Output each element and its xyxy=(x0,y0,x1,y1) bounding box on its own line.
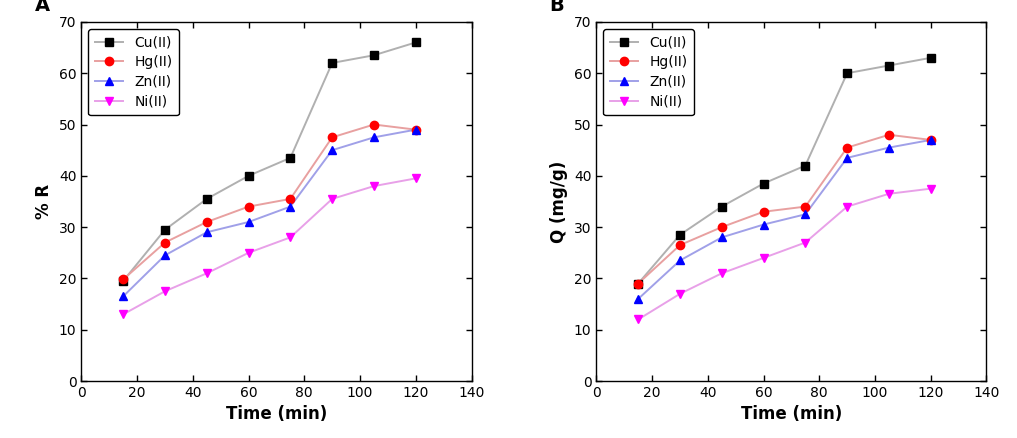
Text: B: B xyxy=(549,0,564,15)
X-axis label: Time (min): Time (min) xyxy=(226,406,327,424)
Text: A: A xyxy=(35,0,50,15)
Y-axis label: % R: % R xyxy=(36,184,53,219)
Y-axis label: Q (mg/g): Q (mg/g) xyxy=(550,160,569,243)
Legend: Cu(II), Hg(II), Zn(II), Ni(II): Cu(II), Hg(II), Zn(II), Ni(II) xyxy=(88,29,179,115)
Legend: Cu(II), Hg(II), Zn(II), Ni(II): Cu(II), Hg(II), Zn(II), Ni(II) xyxy=(603,29,695,115)
X-axis label: Time (min): Time (min) xyxy=(740,406,842,424)
